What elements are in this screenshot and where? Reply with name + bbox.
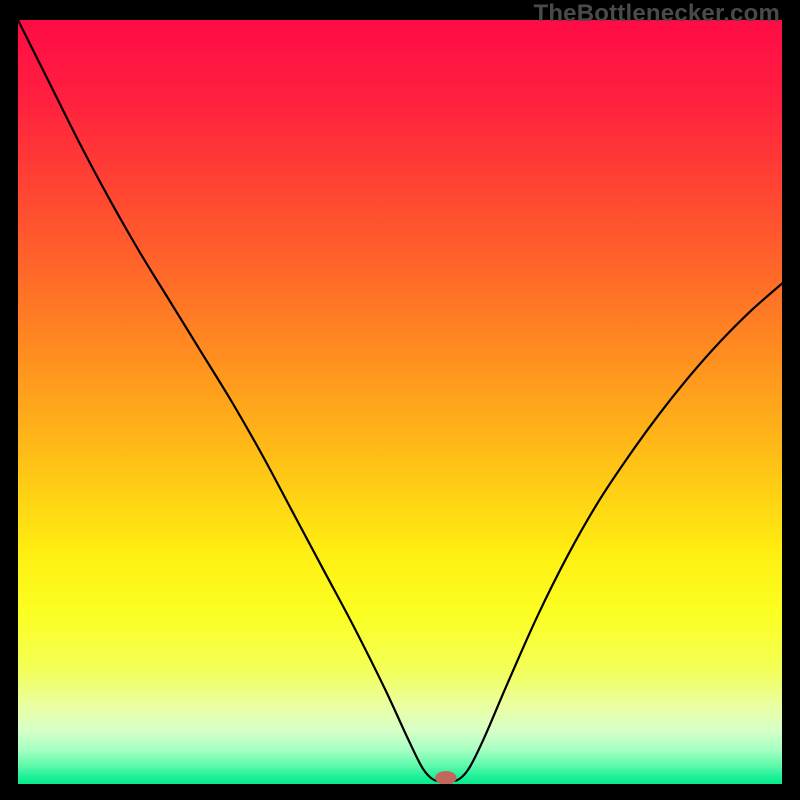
- watermark-text: TheBottlenecker.com: [533, 0, 780, 28]
- bottleneck-curve: [18, 20, 782, 784]
- plot-area: [18, 20, 782, 784]
- optimum-marker: [435, 771, 456, 784]
- bottleneck-line: [18, 20, 782, 781]
